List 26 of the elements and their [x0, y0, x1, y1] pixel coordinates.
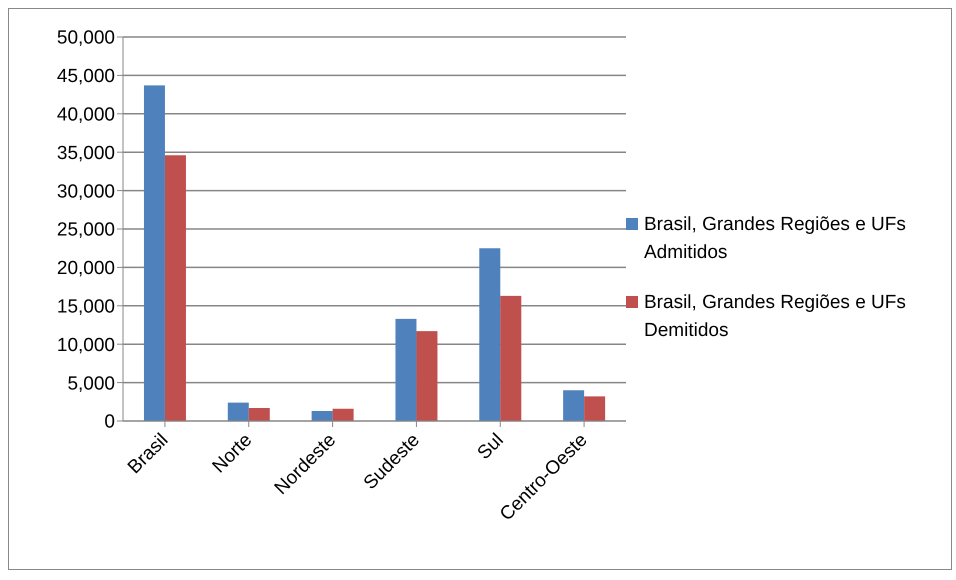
legend-label: Brasil, Grandes Regiões e UFs Admitidos: [644, 213, 907, 265]
bar: [164, 155, 186, 421]
y-tick-label: 10,000: [56, 334, 115, 356]
x-tick-label: Sul: [474, 430, 508, 464]
y-tick-label: 25,000: [56, 220, 115, 241]
y-tick-label: 30,000: [56, 181, 115, 202]
y-tick-label: 45,000: [56, 66, 115, 88]
bar: [395, 318, 416, 421]
y-tick-label: 40,000: [56, 104, 115, 126]
bar: [500, 296, 522, 421]
legend-label: Brasil, Grandes Regiões e UFs Demitidos: [644, 291, 907, 343]
y-tick-label: 15,000: [56, 296, 115, 318]
bar: [248, 408, 270, 421]
bar: [332, 408, 354, 421]
y-tick-label: 50,000: [56, 28, 115, 49]
bar: [416, 331, 438, 421]
y-tick-label: 0: [104, 412, 115, 433]
bar: [563, 390, 584, 421]
y-tick-label: 35,000: [56, 142, 115, 164]
bar: [312, 411, 333, 421]
bar: [584, 396, 606, 421]
y-tick-label: 20,000: [56, 258, 115, 280]
bar: [228, 402, 249, 421]
bar: [144, 85, 165, 421]
y-tick-label: 5,000: [67, 373, 115, 394]
bar: [479, 248, 500, 421]
